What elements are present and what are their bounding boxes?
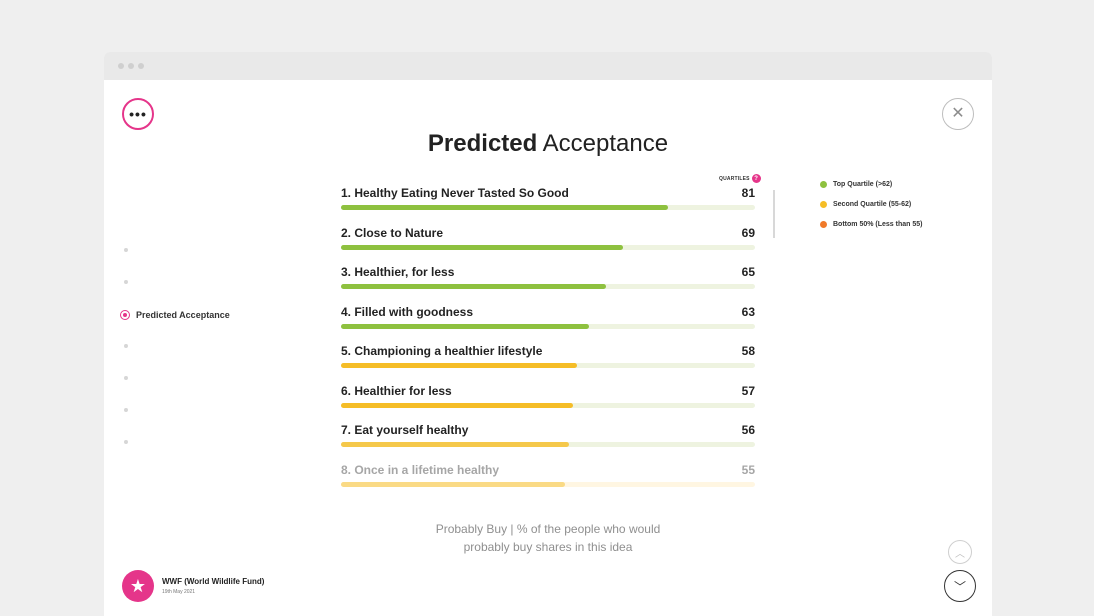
scroll-up-button[interactable]: ︿ [948, 540, 972, 564]
score-bar-fill [341, 481, 565, 487]
brand-date: 19th May 2021 [162, 589, 196, 595]
list-item[interactable]: 7. Eat yourself healthy 56 [341, 423, 755, 453]
idea-score: 69 [741, 225, 755, 240]
caption-line-1: Probably Buy | % of the people who would [435, 522, 661, 536]
idea-score: 65 [741, 265, 755, 279]
close-icon: ✕ [951, 105, 965, 122]
score-bar-fill [341, 323, 590, 329]
quartile-legend: Top Quartile (>62) Second Quartile (55-62… [820, 174, 990, 234]
caption: Probably Buy | % of the people who would… [104, 520, 992, 556]
legend-label: Second Quartile (55-62) [833, 200, 912, 208]
quartiles-label: QUARTILES [719, 175, 750, 182]
list-item[interactable]: 4. Filled with goodness 63 [341, 305, 755, 335]
legend-item: Bottom 50% (Less than 55) [820, 214, 990, 234]
nav-dot-1[interactable] [120, 248, 128, 252]
caption-line-2: probably buy shares in this idea [463, 540, 633, 554]
idea-score: 58 [741, 344, 755, 358]
nav-dot-icon [124, 408, 128, 412]
chevron-up-icon: ︿ [955, 548, 965, 560]
page-title-rest: Acceptance [537, 130, 669, 157]
list-item[interactable]: 3. Healthier, for less 65 [341, 265, 755, 295]
brand-text: WWF (World Wildlife Fund) 19th May 2021 [162, 577, 264, 595]
idea-label: 8. Once in a lifetime healthy [341, 462, 500, 477]
legend-dot-icon [820, 200, 827, 208]
nav-label: Predicted Acceptance [136, 310, 230, 320]
score-bar-track [341, 481, 755, 487]
score-bar-fill [341, 402, 573, 408]
idea-score: 55 [741, 462, 755, 477]
score-bar-fill [341, 363, 577, 368]
scrollbar[interactable] [773, 190, 775, 238]
active-target-icon [120, 310, 130, 320]
idea-label: 7. Eat yourself healthy [341, 423, 469, 437]
brand-name: WWF (World Wildlife Fund) [162, 577, 265, 586]
app-window: ••• ✕ Predicted Acceptance Predicted Acc… [104, 52, 992, 616]
nav-dot-5[interactable] [120, 376, 128, 380]
list-item[interactable]: 6. Healthier for less 57 [341, 384, 755, 414]
legend-dot-icon [820, 180, 827, 188]
nav-dot-icon [124, 280, 128, 284]
window-dot [128, 63, 134, 69]
idea-score: 63 [741, 304, 755, 319]
score-bar-fill [341, 244, 623, 250]
quartiles-header: QUARTILES ? [719, 174, 761, 183]
score-bar-track [341, 205, 755, 210]
score-bar-track [341, 323, 755, 329]
list-item[interactable]: 5. Championing a healthier lifestyle 58 [341, 344, 755, 374]
star-icon: ★ [122, 570, 154, 602]
score-bar-track [341, 363, 755, 368]
idea-label: 4. Filled with goodness [341, 304, 474, 319]
nav-dot-4[interactable] [120, 344, 128, 348]
scroll-down-button[interactable]: ﹀ [944, 570, 976, 602]
idea-score: 56 [741, 423, 755, 437]
legend-item: Second Quartile (55-62) [820, 194, 990, 214]
nav-dot-7[interactable] [120, 440, 128, 444]
score-bar-fill [341, 205, 669, 210]
list-item[interactable]: 8. Once in a lifetime healthy 55 [341, 463, 755, 493]
list-item[interactable]: 2. Close to Nature 69 [341, 226, 755, 256]
legend-dot-icon [820, 220, 827, 228]
idea-score: 81 [741, 186, 755, 200]
score-bar-track [341, 402, 755, 408]
idea-score: 57 [741, 383, 755, 398]
idea-label: 3. Healthier, for less [341, 265, 455, 279]
nav-dot-icon [124, 376, 128, 380]
window-dot [118, 63, 124, 69]
help-icon[interactable]: ? [751, 174, 761, 183]
nav-dot-icon [124, 344, 128, 348]
idea-label: 5. Championing a healthier lifestyle [341, 344, 543, 358]
score-bar-track [341, 442, 755, 447]
idea-label: 1. Healthy Eating Never Tasted So Good [341, 186, 569, 200]
page-title-bold: Predicted [427, 130, 538, 157]
chevron-down-icon: ﹀ [953, 579, 966, 594]
legend-label: Bottom 50% (Less than 55) [833, 220, 923, 228]
score-bar-track [341, 284, 755, 289]
score-bar-fill [341, 284, 606, 289]
nav-dot-icon [124, 248, 128, 252]
more-options-button[interactable]: ••• [122, 98, 154, 130]
score-bar-track [341, 244, 755, 250]
list-item[interactable]: 1. Healthy Eating Never Tasted So Good 81 [341, 186, 755, 216]
nav-dot-2[interactable] [120, 280, 128, 284]
idea-label: 2. Close to Nature [341, 225, 444, 240]
page-title: Predicted Acceptance [104, 130, 992, 158]
legend-item: Top Quartile (>62) [820, 174, 990, 194]
brand-block: ★ WWF (World Wildlife Fund) 19th May 202… [122, 570, 264, 602]
score-bar-fill [341, 442, 569, 447]
window-controls [118, 63, 144, 69]
nav-item-predicted-acceptance[interactable]: Predicted Acceptance [120, 310, 230, 320]
legend-label: Top Quartile (>62) [833, 180, 893, 188]
window-dot [138, 63, 144, 69]
nav-dot-6[interactable] [120, 408, 128, 412]
more-dots-icon: ••• [129, 106, 147, 122]
idea-label: 6. Healthier for less [341, 383, 452, 398]
nav-dot-icon [124, 440, 128, 444]
close-button[interactable]: ✕ [942, 98, 974, 130]
window-titlebar [104, 52, 992, 80]
